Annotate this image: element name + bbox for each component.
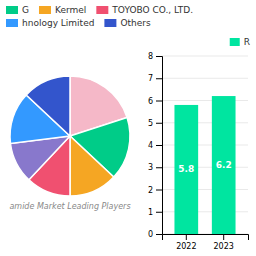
y-axis: 0 1 2 3 4 5 6 7 8 [148,52,163,239]
legend-item: hnology Limited [6,18,94,28]
legend-swatch [6,19,18,27]
tick: 1 [148,208,162,217]
tick-label: 4 [148,141,153,150]
tick-mark [156,78,162,79]
grid [162,56,248,234]
tick-label: 0 [148,230,153,239]
data-labels: 5.8 6.2 [178,160,231,174]
tick-mark [156,212,162,213]
grid-line [162,56,248,57]
tick-label: 5 [148,119,153,128]
bar [174,105,198,234]
subtitle: amide Market Leading Players [9,202,130,211]
legend-label: TOYOBO CO., LTD. [111,5,193,15]
tick-mark [156,145,162,146]
tick: 0 [148,230,162,239]
legend-label: hnology Limited [22,18,94,28]
data-label: 6.2 [216,160,232,170]
tick-label: 3 [148,163,153,172]
legend-swatch [230,38,240,46]
legend-swatch [104,19,116,27]
tick-label: 2023 [214,242,234,251]
tick: 2023 [214,234,234,251]
chart-root: G Kermel TOYOBO CO., LTD. hnology Limited Ot… [0,0,256,256]
pie-slice [70,136,114,196]
legend-item: G [6,5,29,15]
legend: G Kermel TOYOBO CO., LTD. hnology Limited Ot… [6,5,193,28]
x-axis: 2022 2023 [163,234,249,251]
tick-label: 2022 [176,242,196,251]
data-label: 5.8 [178,164,194,174]
legend-swatch [96,6,108,14]
tick-mark [223,234,224,240]
tick: 3 [148,163,162,172]
tick: 2 [148,186,162,195]
legend-label: R [244,37,250,47]
legend-swatch [39,6,51,14]
tick-label: 6 [148,97,153,106]
pie [10,76,130,196]
tick-mark [156,234,162,235]
tick: 7 [148,74,162,83]
tick: 2022 [176,234,196,251]
legend: R [230,37,250,47]
legend-swatch [6,6,18,14]
tick-label: 1 [148,208,153,217]
tick: 8 [148,52,162,61]
legend-item: Others [104,18,151,28]
tick: 5 [148,119,162,128]
tick: 4 [148,141,162,150]
legend-label: G [22,5,29,15]
grid-line [162,78,248,79]
legend-label: Others [120,18,151,28]
bar [212,96,236,234]
tick-mark [156,123,162,124]
pie-slice [26,76,70,136]
tick-label: 8 [148,52,153,61]
tick-mark [156,56,162,57]
bars [174,96,235,234]
tick-label: 2 [148,186,153,195]
axis-line [156,57,163,235]
axis-line [163,235,249,241]
legend-item: TOYOBO CO., LTD. [96,5,193,15]
tick-mark [156,101,162,102]
tick-mark [156,190,162,191]
tick-mark [186,234,187,240]
bar-chart: 0 1 2 3 4 5 6 7 8 2022 2023 5.8 6.2 [148,52,249,251]
tick: 6 [148,97,162,106]
tick-label: 7 [148,74,153,83]
tick-mark [156,167,162,168]
legend-item: Kermel [39,5,86,15]
legend-label: Kermel [55,5,86,15]
